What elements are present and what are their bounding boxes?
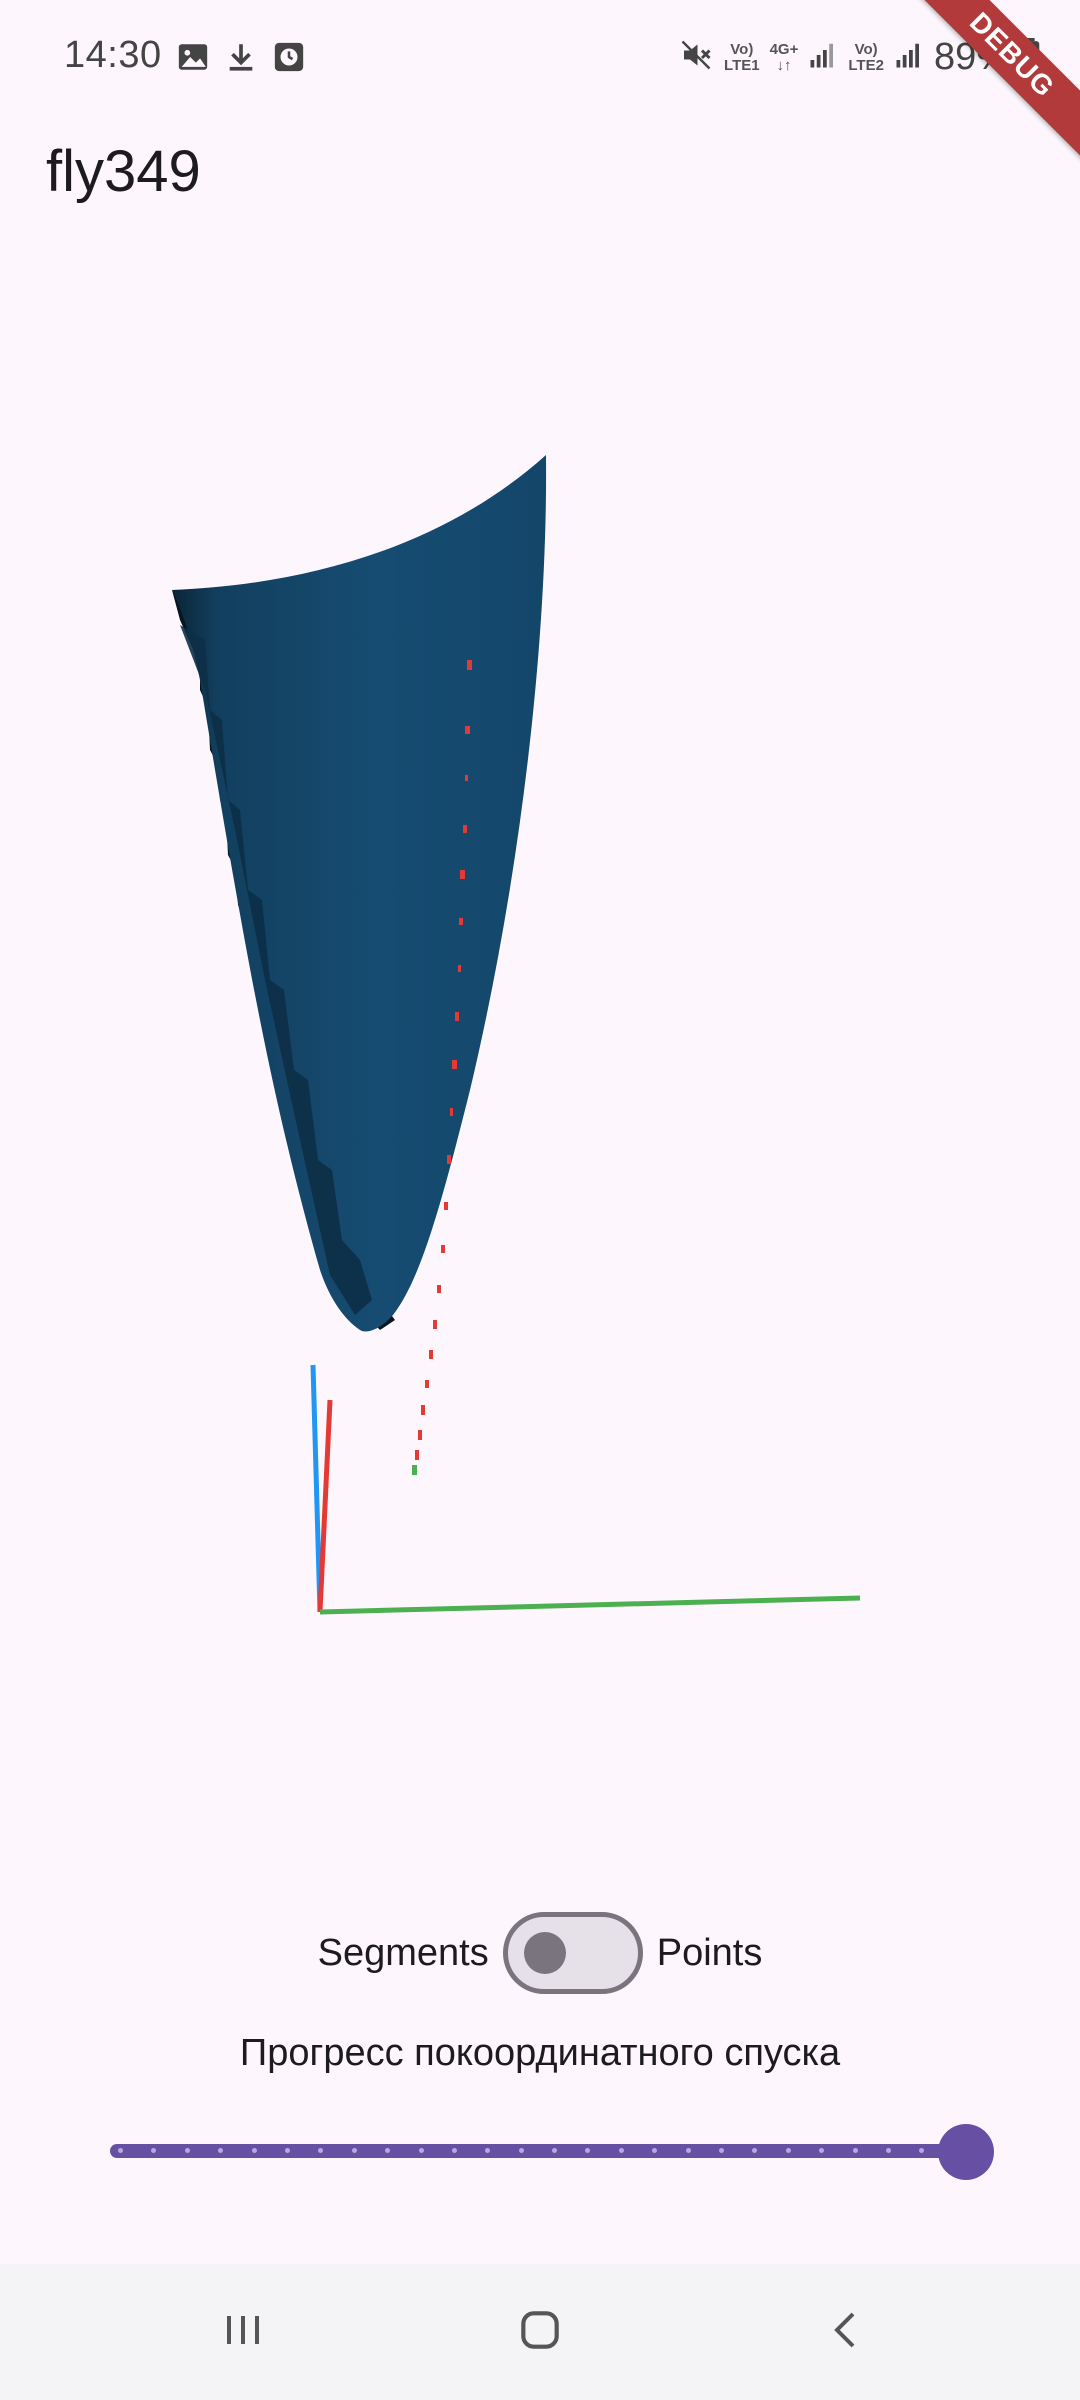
- data-arrows-icon: ↓↑: [776, 56, 792, 74]
- slider-track: [110, 2144, 966, 2158]
- page-title: fly349: [46, 139, 201, 204]
- status-bar: 14:30 Vo) LTE1 4G+ ↓↑ Vo) LTE2: [0, 0, 1080, 164]
- segments-label: Segments: [317, 1931, 489, 1974]
- surface-shade: [180, 625, 372, 1315]
- system-nav-bar: [0, 2264, 1080, 2400]
- y-axis: [317, 1399, 333, 1613]
- status-time: 14:30: [64, 34, 162, 76]
- download-icon: [224, 40, 258, 79]
- 4g-plus-icon: 4G+ ↓↑: [769, 40, 799, 74]
- render-mode-toggle-row: Segments Points: [0, 1912, 1080, 1994]
- debug-banner: DEBUG: [903, 0, 1080, 164]
- home-button[interactable]: [490, 2292, 590, 2372]
- progress-label: Прогресс покоординатного спуска: [239, 2032, 841, 2074]
- x-axis: [319, 1595, 861, 1615]
- surface-mesh: [172, 455, 547, 1332]
- slider-thumb[interactable]: [938, 2124, 994, 2180]
- sim2-label-top: Vo): [854, 40, 878, 58]
- slider-ticks: [118, 2148, 958, 2154]
- recents-icon: [219, 2306, 267, 2359]
- segments-points-switch[interactable]: [502, 1912, 643, 1994]
- data-label: 4G+: [769, 40, 799, 58]
- signal-icon: [808, 40, 838, 75]
- volte-lte2-icon: Vo) LTE2: [848, 40, 884, 74]
- mute-icon: [678, 37, 714, 78]
- surface-3d-view[interactable]: [0, 240, 1080, 1860]
- sim1-label-bottom: LTE1: [724, 56, 760, 74]
- surface-plot-canvas: [172, 455, 861, 1615]
- volte-lte1-icon: Vo) LTE1: [724, 40, 760, 74]
- descent-path: [412, 660, 472, 1475]
- sim2-label-bottom: LTE2: [848, 56, 884, 74]
- status-notification-icons: [176, 40, 306, 79]
- back-button[interactable]: [797, 2292, 897, 2372]
- signal-icon: [894, 40, 924, 75]
- clock-app-icon: [272, 40, 306, 79]
- sim1-label-top: Vo): [730, 40, 754, 58]
- z-axis: [310, 1364, 323, 1613]
- progress-slider[interactable]: [110, 2120, 1000, 2180]
- points-label: Points: [656, 1931, 763, 1974]
- home-icon: [515, 2305, 565, 2360]
- back-icon: [823, 2306, 871, 2359]
- switch-knob: [523, 1932, 566, 1974]
- image-icon: [176, 40, 210, 79]
- recents-button[interactable]: [193, 2292, 293, 2372]
